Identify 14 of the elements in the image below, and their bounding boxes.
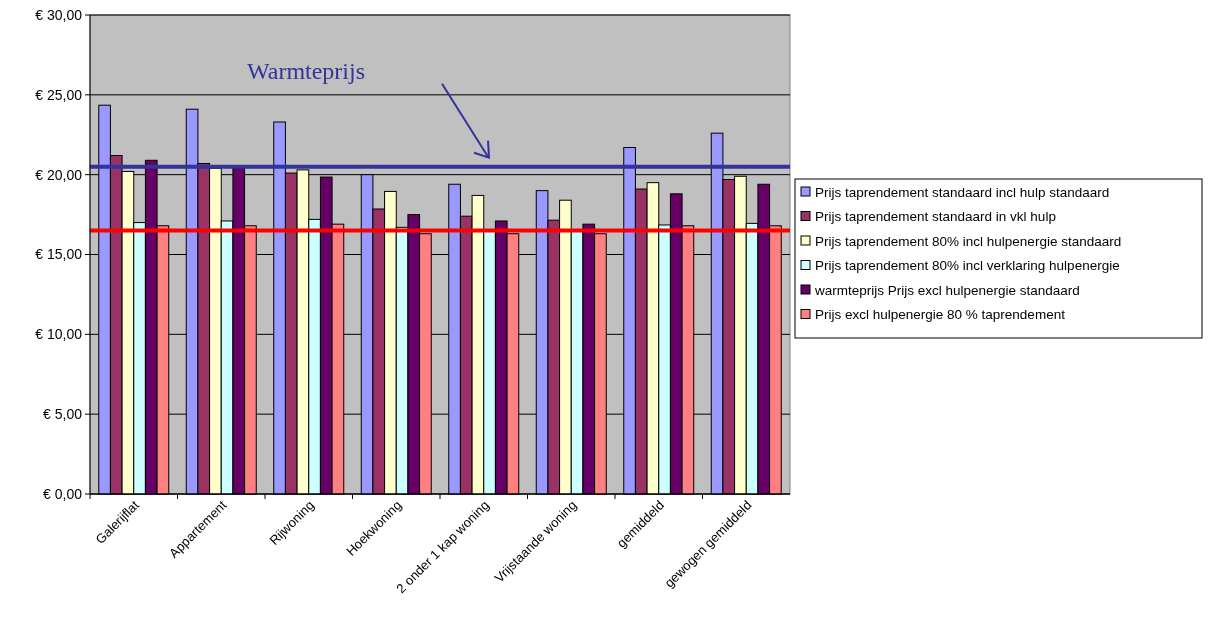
y-tick-label: € 15,00: [35, 246, 83, 263]
legend-label: Prijs taprendement 80% incl hulpenergie standaard: [815, 233, 1122, 249]
legend-label: Prijs taprendement standaard incl hulp standaard: [815, 184, 1110, 200]
ref-line-label: Warmteprijs: [247, 57, 366, 84]
y-tick-label: € 30,00: [35, 6, 83, 23]
legend-label: Prijs taprendement standaard in vkl hulp: [815, 209, 1056, 225]
y-tick-label: € 0,00: [43, 485, 83, 502]
y-tick-label: € 10,00: [35, 326, 83, 343]
legend-label: Prijs excl hulpenergie 80 % taprendement: [815, 307, 1066, 323]
legend-label: Prijs taprendement 80% incl verklaring hulpenergie: [815, 258, 1120, 274]
legend-label: warmteprijs Prijs excl hulpenergie standaard: [814, 282, 1080, 298]
y-tick-label: € 25,00: [35, 86, 83, 103]
y-tick-label: € 5,00: [43, 406, 83, 423]
y-tick-label: € 20,00: [35, 166, 83, 183]
